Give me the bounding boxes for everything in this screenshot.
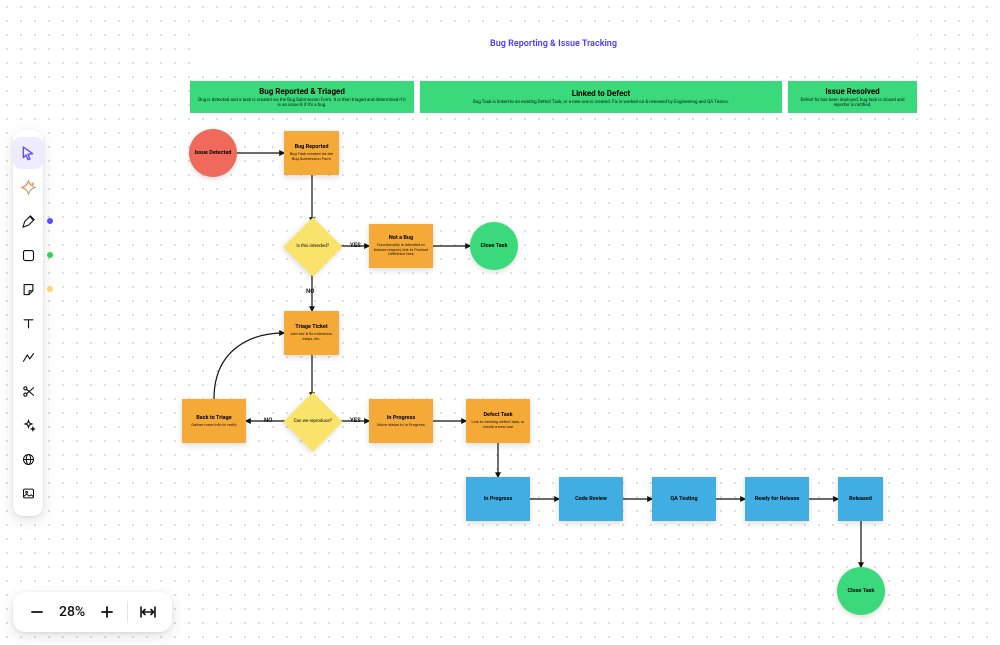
node-p_qa[interactable]: QA Testing [652,477,716,521]
node-triage[interactable]: Triage Ticket Add sev & fix milestone, st… [284,311,339,355]
node-close1[interactable]: Close Task [470,222,518,270]
node-subtitle: Move status to In Progress [377,423,425,428]
node-title: Bug Reported [295,144,329,150]
node-p_inprogress[interactable]: In Progress [466,477,530,521]
node-title: Code Review [575,496,607,502]
node-title: Issue Detected [195,150,232,156]
phase-title: Bug Reported & Triaged [259,87,345,96]
node-title: In Progress [387,415,415,421]
node-bug_reported[interactable]: Bug Reported Bug Task created via the Bug… [284,131,339,175]
ai-tool[interactable] [13,171,43,203]
node-title: Not a Bug [389,235,413,241]
node-subtitle: Bug Task created via the Bug Submission … [288,152,335,161]
edge-label-d1-not_a_bug: YES [348,242,363,249]
node-in_progress1[interactable]: In Progress Move status to In Progress [369,399,433,443]
node-subtitle: Gather more info to verify [191,423,236,428]
phase-subtitle: Defect fix has been deployed, bug task i… [796,98,909,108]
title-banner: Bug Reporting & Issue Tracking [190,22,917,66]
shape-tool[interactable] [13,239,43,271]
zoom-level[interactable]: 28% [51,604,93,620]
node-d1[interactable]: Is this intended? [277,211,348,282]
phase-banner-1: Linked to Defect Bug Task is linked to an… [420,81,782,113]
scissors-tool[interactable] [13,375,43,407]
zoom-in-button[interactable] [93,598,121,626]
left-toolbar [13,130,43,516]
node-p_released[interactable]: Released [838,477,883,521]
zoom-bar: 28% [13,592,172,632]
node-p_codereview[interactable]: Code Review [559,477,623,521]
edge-label-d2-in_progress1: YES [348,417,363,424]
cursor-tool[interactable] [13,137,43,169]
phase-title: Linked to Defect [572,89,631,98]
node-p_ready[interactable]: Ready for Release [745,477,809,521]
phase-subtitle: Bug is detected and a task is created vi… [198,98,406,108]
node-issue_detected[interactable]: Issue Detected [189,129,237,177]
pen-tool-color-dot [47,218,53,224]
node-title: Ready for Release [755,496,800,502]
phase-banner-2: Issue Resolved Defect fix has been deploy… [788,81,917,113]
text-tool[interactable] [13,307,43,339]
fit-width-button[interactable] [134,598,162,626]
node-subtitle: Add sev & fix milestone, steps, etc. [288,332,335,341]
node-title: Triage Ticket [295,324,327,330]
sticky-tool[interactable] [13,273,43,305]
node-title: In Progress [484,496,512,502]
node-not_a_bug[interactable]: Not a Bug Functionality is intended or fe… [369,224,433,268]
zoom-out-button[interactable] [23,598,51,626]
phase-banner-0: Bug Reported & Triaged Bug is detected an… [190,81,414,113]
sticky-tool-color-dot [47,286,53,292]
node-subtitle: Link to existing defect task, or create … [470,420,526,429]
image-tool[interactable] [13,477,43,509]
node-d2[interactable]: Can we reproduce? [277,386,348,457]
node-title: Can we reproduce? [277,386,348,457]
node-title: Close Task [848,588,875,594]
edge-label-d1-triage: NO [304,288,316,295]
node-title: Is this intended? [277,211,348,282]
node-title: Close Task [481,243,508,249]
edge-back_triage-triage [214,333,284,399]
effects-tool[interactable] [13,409,43,441]
node-subtitle: Functionality is intended or feature req… [373,243,429,257]
pen-tool[interactable] [13,205,43,237]
node-title: Back to Triage [196,415,232,421]
title-banner-text: Bug Reporting & Issue Tracking [490,39,617,49]
phase-subtitle: Bug Task is linked to an existing Defect… [473,100,729,105]
node-defect_task[interactable]: Defect Task Link to existing defect task,… [466,399,530,443]
node-close2[interactable]: Close Task [837,567,885,615]
shape-tool-color-dot [47,252,53,258]
node-back_triage[interactable]: Back to Triage Gather more info to verify [182,399,246,443]
node-title: QA Testing [670,496,697,502]
zoom-separator [127,601,128,623]
connector-tool[interactable] [13,341,43,373]
embed-tool[interactable] [13,443,43,475]
edge-label-d2-back_triage: NO [262,417,274,424]
node-title: Defect Task [483,412,512,418]
node-title: Released [849,496,872,502]
phase-title: Issue Resolved [825,87,879,96]
